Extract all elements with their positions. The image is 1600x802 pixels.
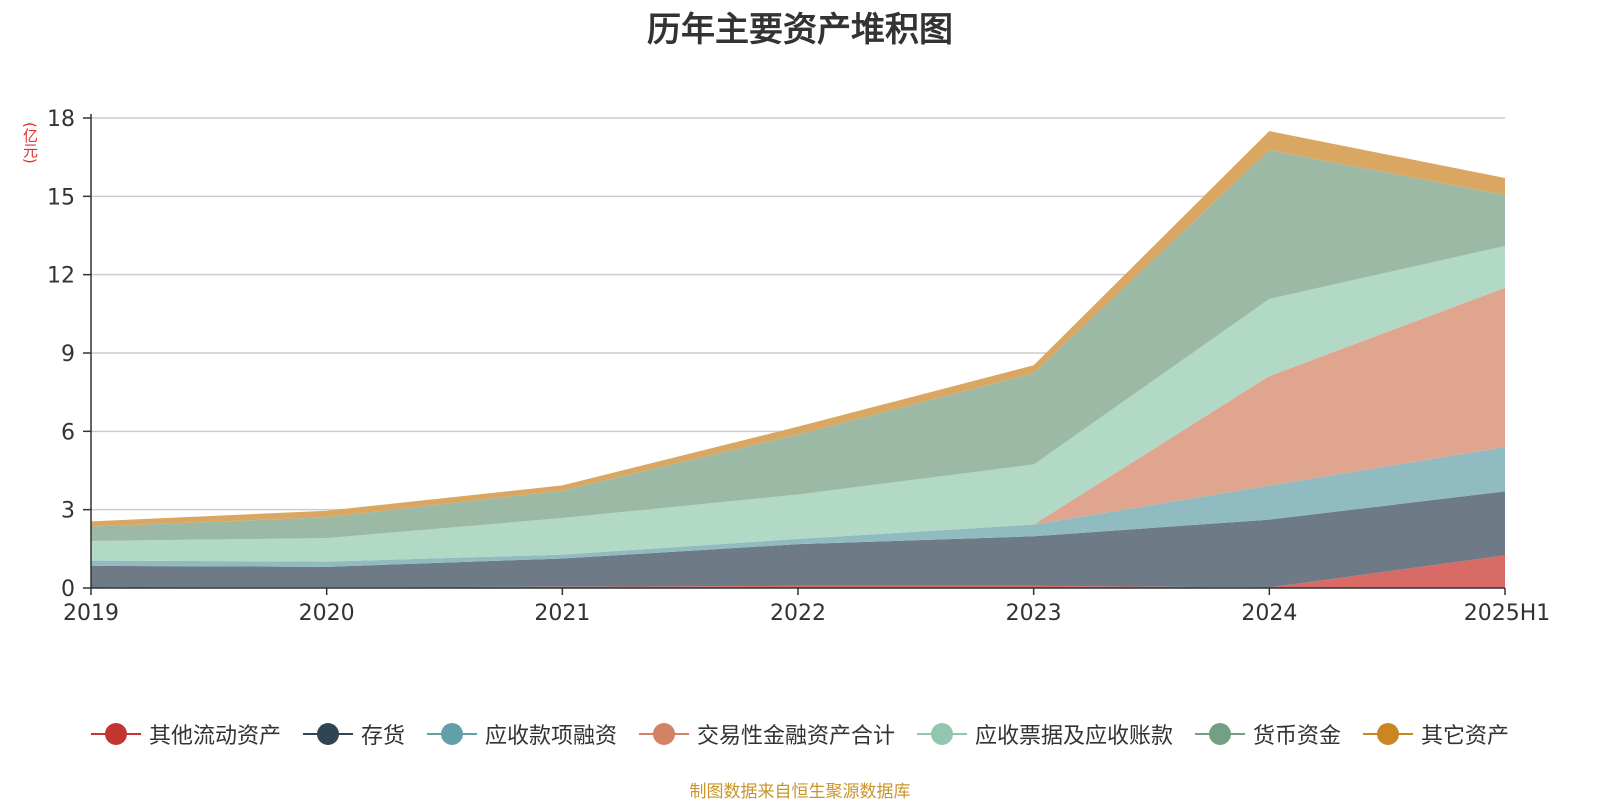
legend-marker-icon xyxy=(638,722,689,746)
y-tick-label: 15 xyxy=(47,185,75,210)
y-tick-label: 0 xyxy=(61,577,75,602)
x-tick-label: 2025H1 xyxy=(1464,601,1551,626)
legend-marker-icon xyxy=(917,722,967,746)
legend-label: 交易性金融资产合计 xyxy=(696,724,895,749)
legend-item[interactable]: 其他流动资产 xyxy=(90,718,281,750)
x-tick-label: 2024 xyxy=(1241,601,1297,626)
legend-marker-icon xyxy=(426,722,477,746)
legend-marker-icon xyxy=(302,722,353,746)
y-tick-label: 9 xyxy=(61,342,75,367)
x-tick-label: 2022 xyxy=(770,601,826,626)
legend-label: 货币资金 xyxy=(1253,724,1342,749)
legend-label: 应收款项融资 xyxy=(484,724,617,749)
area-series xyxy=(91,131,1505,588)
legend-item[interactable]: 交易性金融资产合计 xyxy=(638,718,895,750)
area-1 xyxy=(91,491,1505,588)
legend-label: 其他流动资产 xyxy=(148,724,281,749)
area-2 xyxy=(91,447,1505,567)
x-tick-label: 2020 xyxy=(299,601,355,626)
area-4 xyxy=(91,245,1505,562)
legend-marker-icon xyxy=(1195,722,1246,746)
legend-marker-icon xyxy=(1363,722,1414,746)
y-tick-label: 18 xyxy=(47,107,75,132)
x-tick-label: 2019 xyxy=(63,601,119,626)
legend-item[interactable]: 货币资金 xyxy=(1195,718,1341,750)
legend-marker-icon xyxy=(90,722,141,746)
y-tick-label: 12 xyxy=(47,264,75,289)
area-0 xyxy=(91,555,1505,588)
legend-label: 其它资产 xyxy=(1421,724,1510,749)
legend-label: 存货 xyxy=(360,724,405,749)
legend-item[interactable]: 其它资产 xyxy=(1363,718,1509,750)
source-note: 制图数据来自恒生聚源数据库 xyxy=(689,782,911,802)
y-tick-label: 6 xyxy=(61,420,75,445)
y-tick-label: 3 xyxy=(61,499,75,524)
chart-title: 历年主要资产堆积图 xyxy=(647,10,953,50)
legend: 其他流动资产 存货 应收款项融资 交易性金融资产合计 应收票据及应收账款 货币资金 其它资产 xyxy=(0,718,1600,750)
axes: 0 3 6 9 12 15 18 2019 2020 2021 2022 2023 2024 2025H1 xyxy=(47,107,1550,626)
x-tick-label: 2021 xyxy=(534,601,590,626)
legend-item[interactable]: 存货 xyxy=(302,718,405,750)
legend-label: 应收票据及应收账款 xyxy=(975,724,1174,749)
legend-item[interactable]: 应收票据及应收账款 xyxy=(917,718,1173,750)
legend-item[interactable]: 应收款项融资 xyxy=(426,718,617,750)
area-3 xyxy=(91,287,1505,562)
x-tick-label: 2023 xyxy=(1006,601,1062,626)
y-axis-unit-label: (亿元) xyxy=(21,122,39,164)
area-5 xyxy=(91,150,1505,541)
